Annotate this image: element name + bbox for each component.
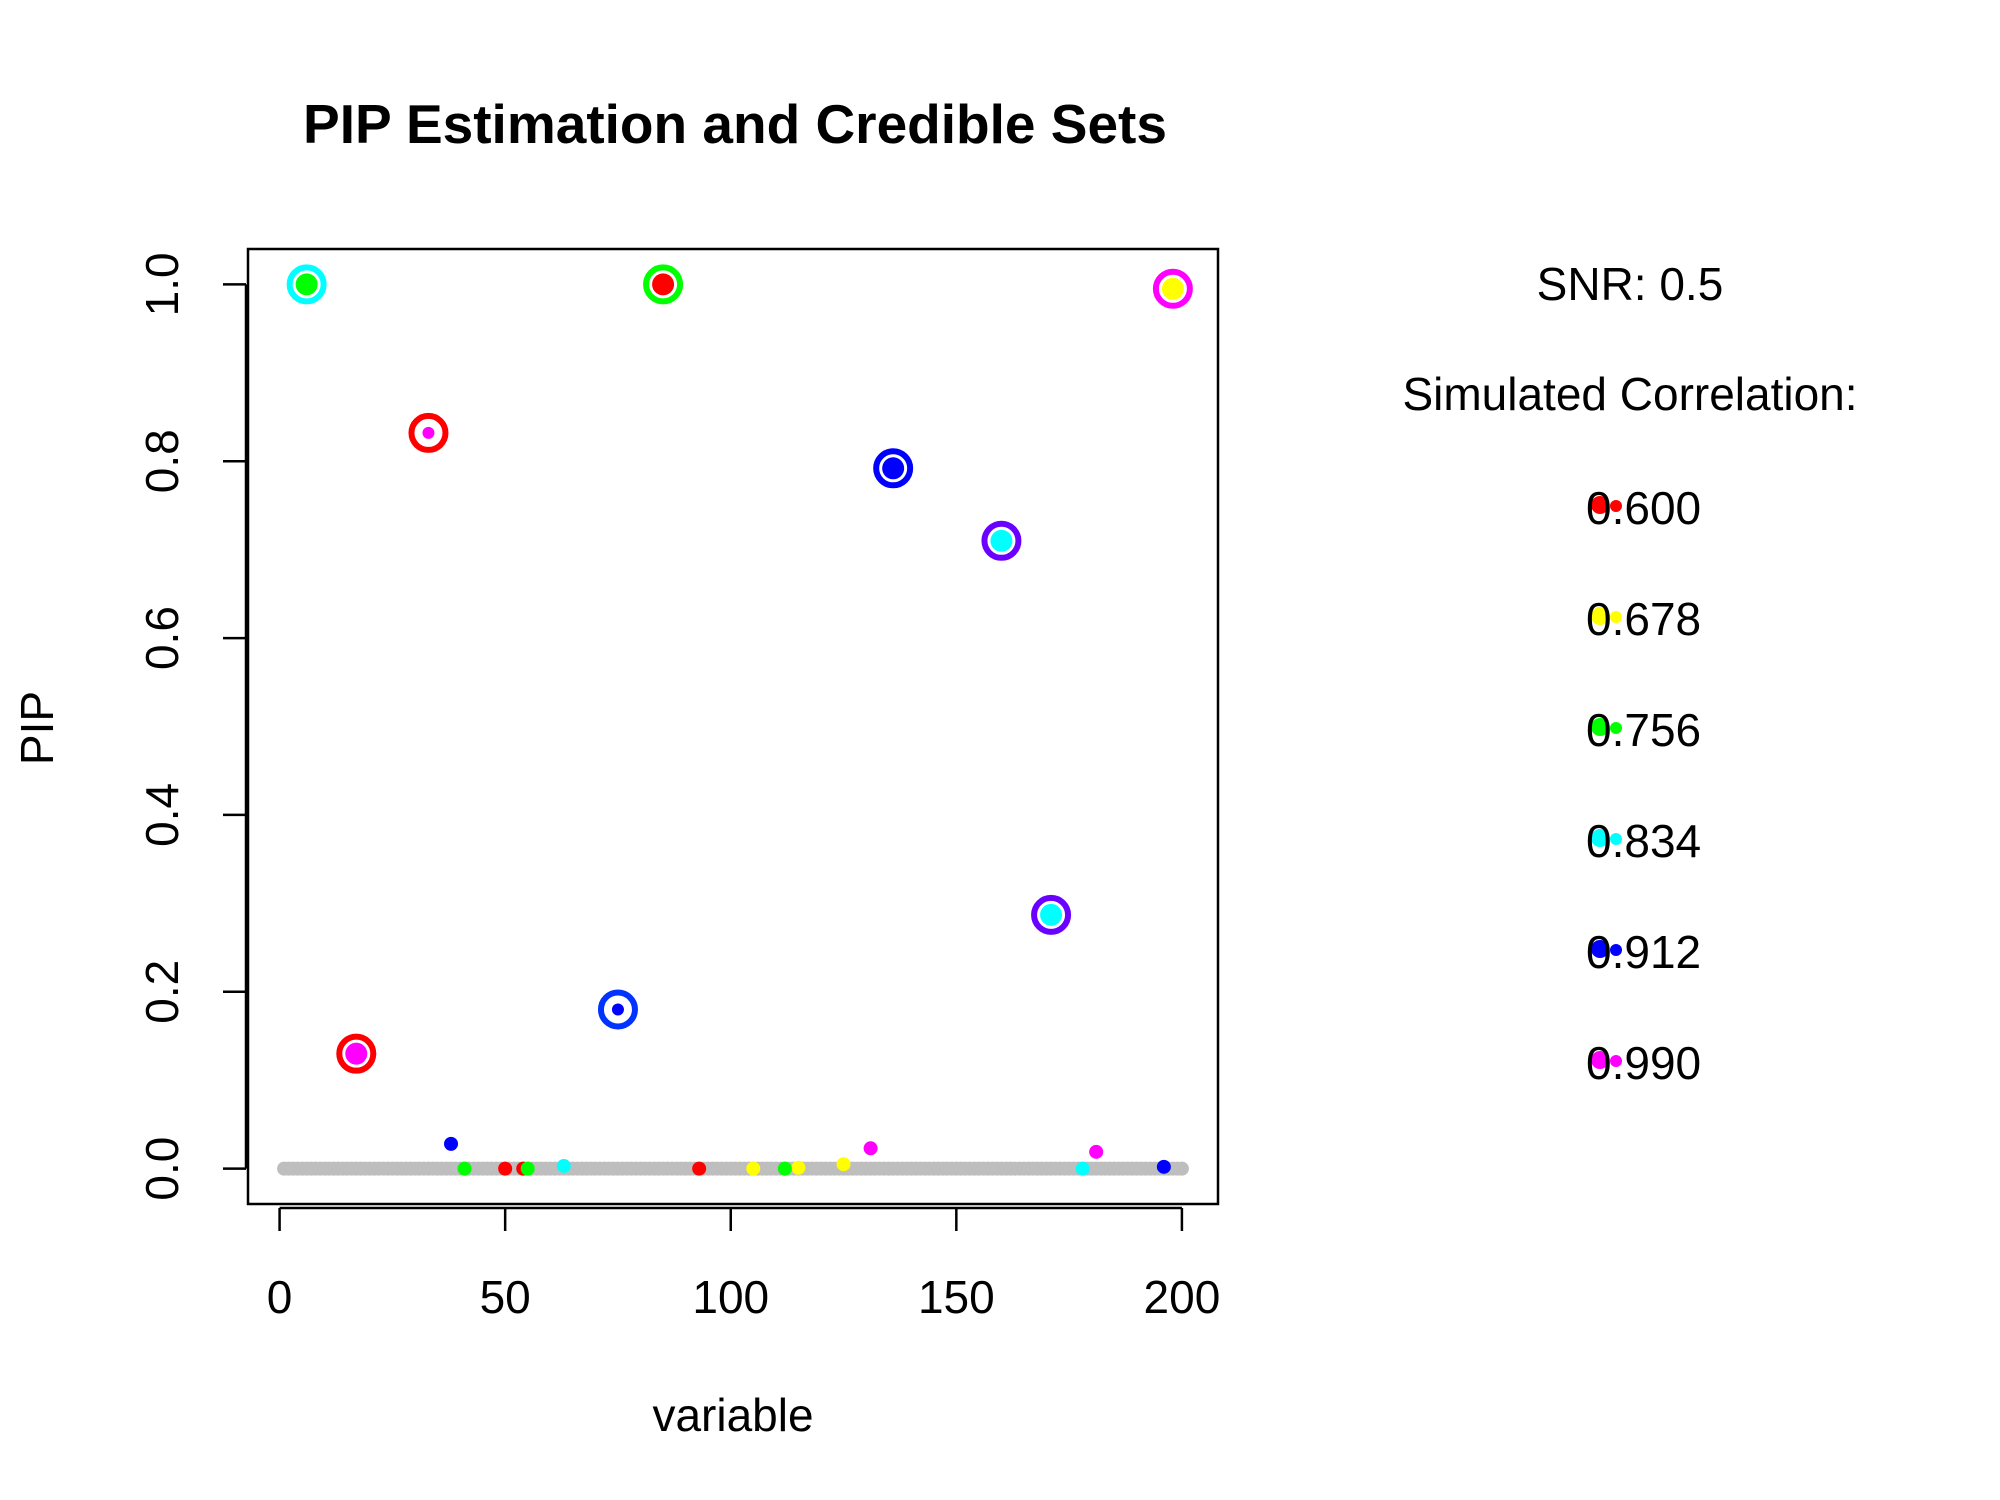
x-tick-label: 150 (918, 1271, 995, 1323)
data-point (990, 529, 1013, 552)
legend-marker (1591, 718, 1609, 736)
data-point (652, 273, 675, 296)
data-point (791, 1160, 806, 1175)
data-point (444, 1136, 459, 1151)
data-point (1040, 903, 1063, 926)
y-tick-label: 0.6 (136, 606, 188, 670)
data-point (345, 1042, 368, 1065)
legend-label: 0.834 (1586, 815, 1701, 867)
legend-marker (1591, 496, 1609, 514)
data-point (692, 1161, 707, 1176)
data-point (1156, 1159, 1171, 1174)
legend-label: 0.678 (1586, 593, 1701, 645)
snr-text: SNR: 0.5 (1537, 258, 1724, 310)
legend-label: 0.990 (1586, 1037, 1701, 1089)
data-point (611, 1003, 624, 1016)
legend-marker (1610, 500, 1622, 512)
x-tick-label: 0 (267, 1271, 293, 1323)
plot-frame (246, 247, 1220, 1206)
y-tick-label: 0.0 (136, 1137, 188, 1201)
plot-area: 0 50 100 150 200 0.0 0.2 0.4 0.6 0.8 1.0 (136, 247, 1221, 1323)
data-point (836, 1157, 851, 1172)
legend: 0.600 0.678 0.756 0.834 0.912 0.990 (1586, 482, 1701, 1089)
legend-label: 0.756 (1586, 704, 1701, 756)
legend-marker (1591, 829, 1609, 847)
data-point (295, 273, 318, 296)
y-tick-label: 0.2 (136, 960, 188, 1024)
legend-marker (1610, 1055, 1622, 1067)
data-point (1075, 1161, 1090, 1176)
background-point (1174, 1161, 1189, 1176)
x-axis-label: variable (652, 1389, 813, 1441)
legend-marker (1610, 944, 1622, 956)
legend-label: 0.600 (1586, 482, 1701, 534)
x-tick-label: 50 (480, 1271, 531, 1323)
data-point (457, 1161, 472, 1176)
data-point (1089, 1144, 1104, 1159)
data-point (520, 1161, 535, 1176)
legend-marker (1610, 611, 1622, 623)
data-point (746, 1161, 761, 1176)
legend-marker (1591, 607, 1609, 625)
x-tick-label: 100 (692, 1271, 769, 1323)
data-point (556, 1158, 571, 1173)
data-point (1161, 277, 1184, 300)
legend-marker (1591, 940, 1609, 958)
x-tick-label: 200 (1144, 1271, 1221, 1323)
data-point (882, 457, 905, 480)
data-point (777, 1161, 792, 1176)
legend-marker (1591, 1051, 1609, 1069)
chart-title: PIP Estimation and Credible Sets (303, 93, 1167, 155)
data-point (863, 1141, 878, 1156)
y-tick-label: 0.4 (136, 783, 188, 847)
legend-label: 0.912 (1586, 926, 1701, 978)
data-point (422, 426, 435, 439)
data-point (498, 1161, 513, 1176)
legend-title: Simulated Correlation: (1402, 368, 1857, 420)
legend-marker (1610, 833, 1622, 845)
y-tick-label: 0.8 (136, 429, 188, 493)
legend-marker (1610, 722, 1622, 734)
y-axis-label: PIP (11, 691, 63, 765)
y-tick-label: 1.0 (136, 252, 188, 316)
